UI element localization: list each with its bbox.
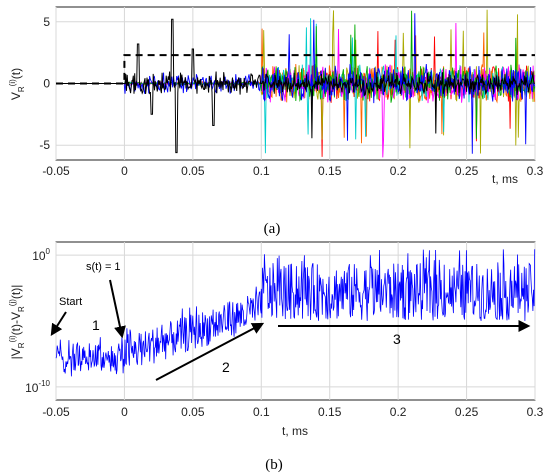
panel-b-ylabel: |VR(i)(t)-VR(j)(t)| bbox=[8, 285, 26, 360]
annotation-2: 2 bbox=[222, 359, 230, 375]
panel-b-plot-area bbox=[55, 241, 536, 401]
annotations: Start s(t) = 1 1 2 3 bbox=[50, 261, 531, 381]
panel-a-ticks: -0.05 0 0.05 0.1 0.15 0.2 0.25 0.3 5 0 -5 bbox=[39, 15, 543, 178]
panel-b-ticks: -0.05 0 0.05 0.1 0.15 0.2 0.25 0.3 100 10-10 bbox=[25, 247, 544, 419]
x-tick-label: -0.05 bbox=[42, 405, 70, 419]
annotation-s-equals-1: s(t) = 1 bbox=[86, 261, 121, 273]
panel-b-label: (b) bbox=[265, 457, 283, 473]
x-tick-label: 0.2 bbox=[390, 405, 407, 419]
x-tick-label: 0 bbox=[121, 405, 128, 419]
annotation-start: Start bbox=[59, 296, 82, 308]
x-tick-label: 0.05 bbox=[181, 405, 205, 419]
annotation-3: 3 bbox=[393, 331, 401, 347]
arrow-s-equals-1 bbox=[109, 279, 126, 339]
panel-b-xlabel: t, ms bbox=[282, 424, 308, 438]
difference-series-line bbox=[55, 249, 536, 377]
x-tick-label: 0.3 bbox=[527, 405, 544, 419]
panel-a-label: (a) bbox=[264, 221, 281, 237]
x-tick-label: 0.2 bbox=[390, 164, 407, 178]
y-tick-label: 5 bbox=[43, 15, 50, 29]
panel-b-series bbox=[55, 249, 536, 377]
arrow-start bbox=[50, 311, 67, 337]
annotation-1: 1 bbox=[92, 317, 100, 333]
x-tick-label: -0.05 bbox=[42, 164, 70, 178]
panel-a-series bbox=[56, 9, 536, 158]
x-tick-label: 0 bbox=[121, 164, 128, 178]
x-tick-label: 0.25 bbox=[455, 405, 479, 419]
panel-b-grid bbox=[55, 242, 536, 400]
panel-a-ylabel: VR(i)(t) bbox=[8, 68, 26, 100]
panel-a-xlabel: t, ms bbox=[492, 172, 518, 186]
x-tick-label: 0.1 bbox=[253, 405, 270, 419]
y-tick-label: 0 bbox=[43, 77, 50, 91]
x-tick-label: 0.1 bbox=[253, 164, 270, 178]
x-tick-label: 0.25 bbox=[455, 164, 479, 178]
y-tick-label: 10-10 bbox=[25, 379, 50, 395]
x-tick-label: 0.05 bbox=[181, 164, 205, 178]
arrow-2 bbox=[155, 322, 265, 381]
panel-b-chart: -0.05 0 0.05 0.1 0.15 0.2 0.25 0.3 100 10-10 t, m… bbox=[8, 241, 544, 473]
y-tick-label: 100 bbox=[32, 247, 50, 263]
panel-a-chart: -0.05 0 0.05 0.1 0.15 0.2 0.25 0.3 5 0 -5 t, ms VR… bbox=[8, 6, 544, 237]
x-tick-label: 0.15 bbox=[318, 164, 342, 178]
series-line-main bbox=[56, 18, 535, 154]
step-signal-line bbox=[56, 54, 535, 85]
y-tick-label: -5 bbox=[39, 138, 50, 152]
x-tick-label: 0.3 bbox=[527, 164, 544, 178]
x-tick-label: 0.15 bbox=[318, 405, 342, 419]
